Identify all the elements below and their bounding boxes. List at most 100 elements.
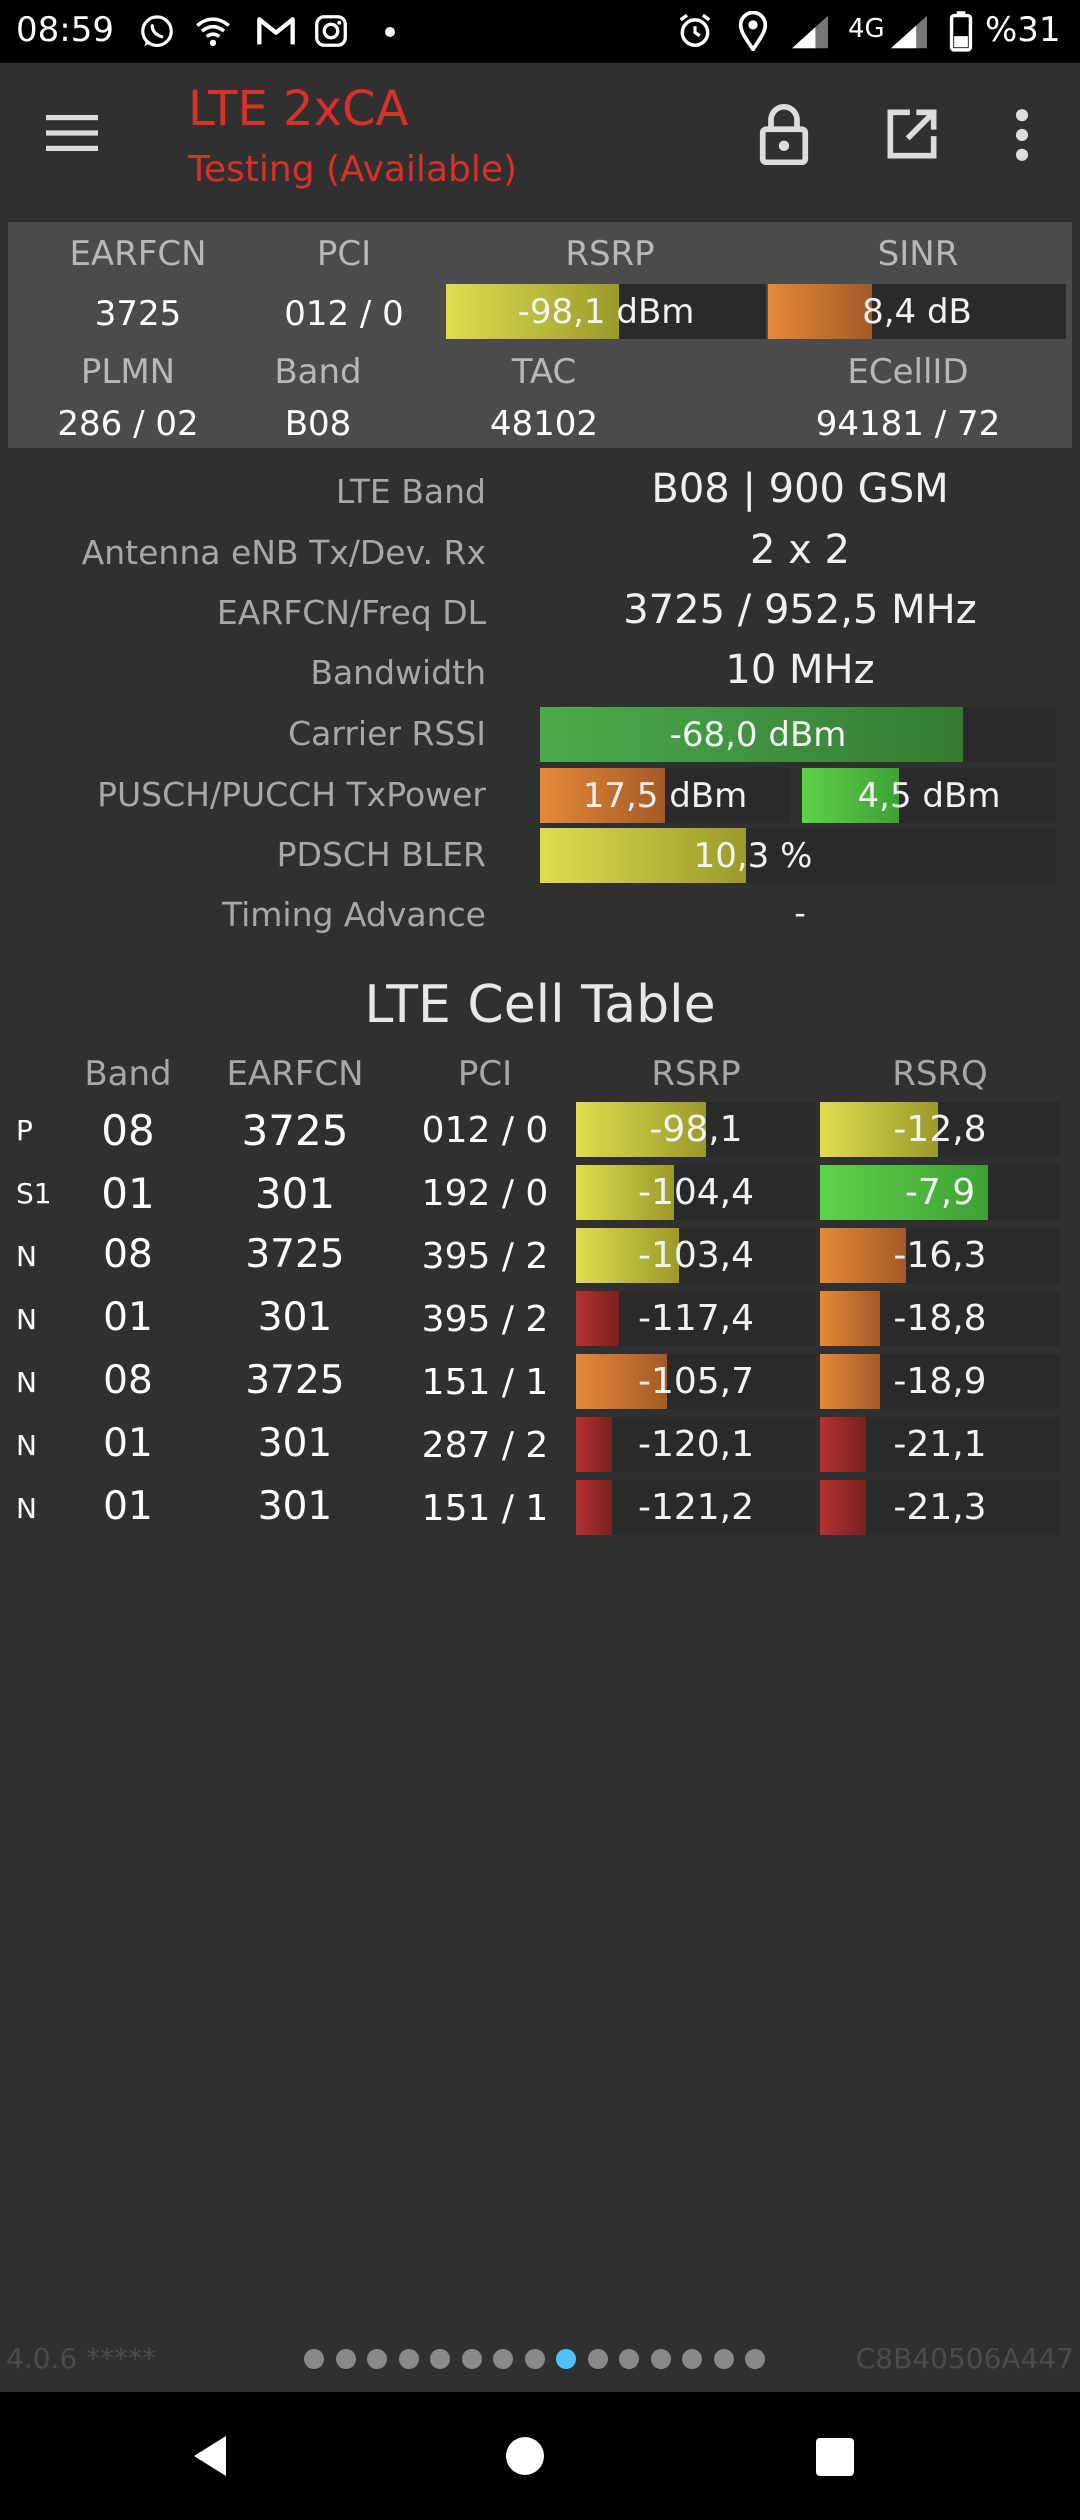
cell-rsrp-bar: -120,1 [576, 1417, 816, 1472]
plmn-label: PLMN [80, 352, 176, 392]
location-icon [738, 11, 768, 51]
cell-rsrq-bar: -18,8 [820, 1291, 1060, 1346]
cell-rsrp-value: -105,7 [637, 1361, 755, 1402]
sinr-label: SINR [877, 234, 959, 274]
bandwidth-label: Bandwidth [310, 653, 486, 692]
earfcn-label: EARFCN [69, 234, 207, 274]
cell-rsrq-bar: -21,3 [820, 1480, 1060, 1535]
bandwidth-value: 10 MHz [725, 647, 875, 693]
page-dot[interactable] [399, 2349, 419, 2369]
page-dot[interactable] [304, 2349, 324, 2369]
cell-rsrq-value: -12,8 [893, 1109, 987, 1150]
pci-label: PCI [316, 234, 372, 274]
cell-rsrq-bar-fill [820, 1354, 880, 1409]
cell-earfcn: 301 [254, 1169, 336, 1218]
col-header-rsrq: RSRQ [892, 1054, 988, 1094]
carrier-rssi-bar: -68,0 dBm [540, 707, 1056, 762]
cell-rsrq-bar: -21,1 [820, 1417, 1060, 1472]
page-dot[interactable] [619, 2349, 639, 2369]
band-value: B08 [284, 404, 352, 444]
cell-earfcn: 3725 [245, 1232, 345, 1277]
cell-pci: 151 / 1 [421, 1362, 549, 1403]
cell-rsrq-bar: -7,9 [820, 1165, 1060, 1220]
cell-rsrp-value: -120,1 [637, 1424, 755, 1465]
cell-type: N [16, 1492, 37, 1525]
rsrp-label: RSRP [565, 234, 655, 274]
page-dot[interactable] [367, 2349, 387, 2369]
navigation-bar [0, 2392, 1080, 2520]
cell-rsrq-value: -7,9 [904, 1172, 976, 1213]
open-external-icon[interactable] [886, 108, 938, 160]
page-dot[interactable] [430, 2349, 450, 2369]
whatsapp-icon [141, 15, 173, 48]
cell-rsrp-bar: -105,7 [576, 1354, 816, 1409]
page-dot[interactable] [714, 2349, 734, 2369]
cell-rsrp-bar-fill [576, 1291, 620, 1346]
earfcn-value: 3725 [94, 294, 182, 334]
cell-rsrp-value: -117,4 [637, 1298, 755, 1339]
cell-rsrq-value: -21,3 [893, 1487, 987, 1528]
cell-rsrp-value: -121,2 [637, 1487, 755, 1528]
page-dot[interactable] [336, 2349, 356, 2369]
cell-rsrq-value: -21,1 [893, 1424, 987, 1465]
ecellid-label: ECellID [847, 352, 969, 392]
pusch-bar-fill [540, 768, 665, 823]
cell-rsrp-value: -103,4 [637, 1235, 755, 1276]
recents-icon[interactable] [816, 2438, 854, 2476]
pusch-value: 17,5 dBm [582, 775, 748, 816]
carrier-rssi-bar-fill [540, 707, 964, 762]
pci-value: 012 / 0 [284, 294, 404, 334]
ecellid-value: 94181 / 72 [815, 404, 1001, 444]
page-dot[interactable] [462, 2349, 482, 2369]
back-icon[interactable] [190, 2434, 230, 2478]
sinr-bar-fill [768, 284, 873, 339]
gmail-icon [257, 17, 295, 45]
cell-band: 08 [101, 1106, 155, 1155]
cell-band: 01 [103, 1295, 153, 1340]
timing-advance-label: Timing Advance [221, 895, 486, 934]
col-header-band: Band [84, 1054, 172, 1094]
antenna-label: Antenna eNB Tx/Dev. Rx [81, 533, 486, 572]
cell-rsrp-value: -104,4 [637, 1172, 755, 1213]
cell-rsrp-bar-fill [576, 1102, 706, 1157]
more-vert-icon[interactable] [1012, 107, 1032, 163]
menu-icon[interactable] [44, 113, 100, 153]
carrier-rssi-label: Carrier RSSI [288, 714, 486, 753]
cell-rsrq-bar-fill [820, 1417, 866, 1472]
carrier-rssi-value: -68,0 dBm [669, 714, 847, 755]
lock-icon[interactable] [758, 103, 810, 165]
home-icon[interactable] [506, 2437, 544, 2475]
cell-pci: 395 / 2 [421, 1236, 549, 1277]
cell-pci: 192 / 0 [421, 1173, 549, 1214]
cell-pci: 395 / 2 [421, 1299, 549, 1340]
earfcn-freq-value: 3725 / 952,5 MHz [623, 587, 977, 633]
cell-rsrp-value: -98,1 [649, 1109, 743, 1150]
cell-type: N [16, 1303, 37, 1336]
cell-rsrp-bar: -104,4 [576, 1165, 816, 1220]
cell-earfcn: 301 [257, 1295, 333, 1340]
cell-rsrq-value: -16,3 [893, 1235, 987, 1276]
cell-pci: 287 / 2 [421, 1425, 549, 1466]
rsrp-bar-fill [446, 284, 619, 339]
cell-band: 08 [103, 1358, 153, 1403]
page-dot-active[interactable] [556, 2349, 576, 2369]
cell-rsrp-bar: -121,2 [576, 1480, 816, 1535]
cell-pci: 151 / 1 [421, 1488, 549, 1529]
device-id: C8B40506A447 [855, 2342, 1074, 2375]
sinr-value: 8,4 dB [862, 291, 972, 332]
page-dot[interactable] [745, 2349, 765, 2369]
lte-band-value: B08 | 900 GSM [651, 466, 949, 512]
col-header-rsrp: RSRP [651, 1054, 741, 1094]
cell-type: N [16, 1240, 37, 1273]
cell-rsrq-bar: -16,3 [820, 1228, 1060, 1283]
page-dot[interactable] [682, 2349, 702, 2369]
page-dot[interactable] [493, 2349, 513, 2369]
band-label: Band [274, 352, 362, 392]
tac-value: 48102 [489, 404, 599, 444]
page-dot[interactable] [525, 2349, 545, 2369]
wifi-icon [196, 17, 230, 47]
cell-type: N [16, 1429, 37, 1462]
page-dot[interactable] [588, 2349, 608, 2369]
plmn-value: 286 / 02 [57, 404, 199, 444]
page-dot[interactable] [651, 2349, 671, 2369]
